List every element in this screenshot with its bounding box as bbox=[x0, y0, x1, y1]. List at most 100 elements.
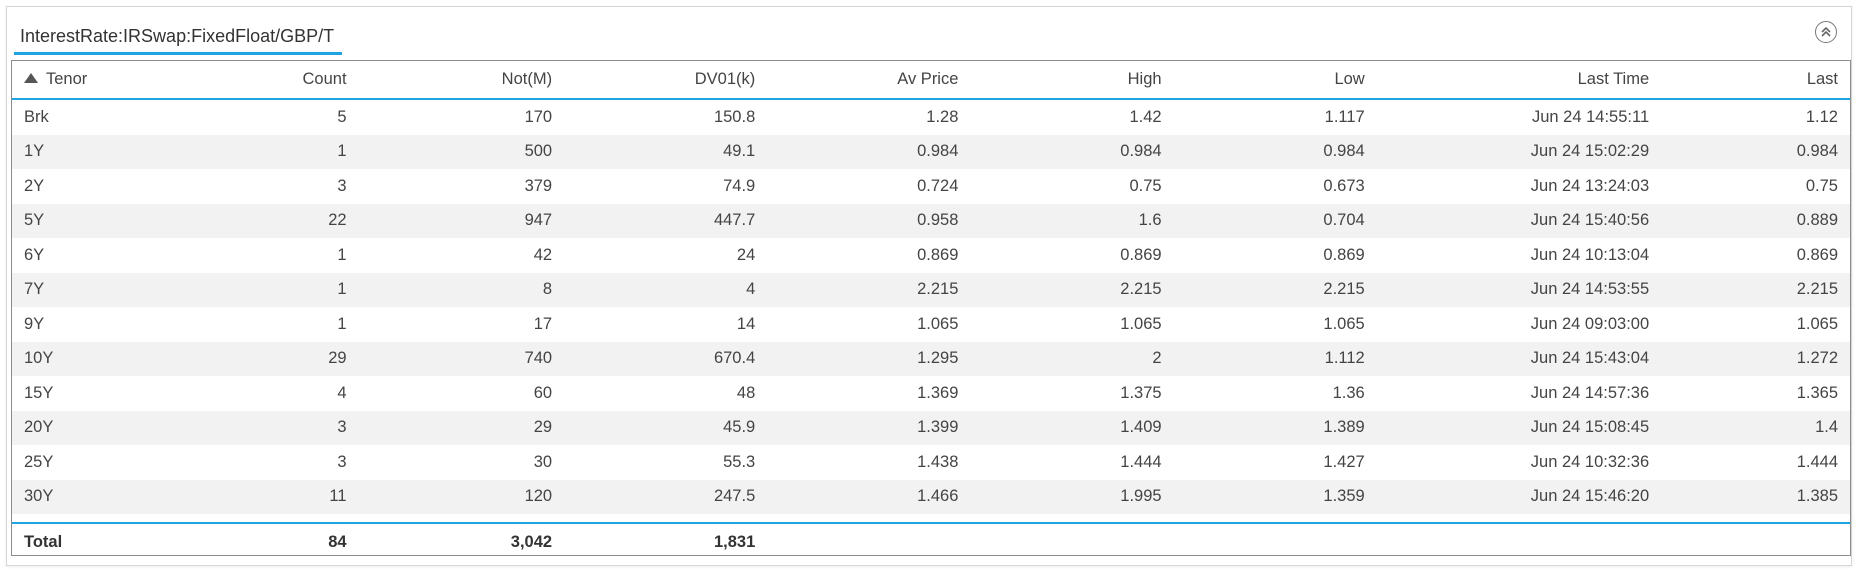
table-cell: 1.272 bbox=[1661, 341, 1850, 376]
table-cell: 2.215 bbox=[767, 272, 971, 307]
table-cell: Jun 24 14:57:36 bbox=[1530, 383, 1650, 402]
table-row[interactable]: Brk 5 170 150.8 1.28 1.42 1.117 Jun 24 14:55:11… bbox=[12, 99, 1850, 135]
column-header-av-price[interactable]: Av Price bbox=[767, 61, 971, 100]
column-header-low[interactable]: Low bbox=[1173, 61, 1377, 100]
table-cell: 1.399 bbox=[767, 410, 971, 445]
table-cell: 1.112 bbox=[1173, 341, 1377, 376]
column-header-high[interactable]: High bbox=[970, 61, 1174, 100]
table-cell: 4 bbox=[564, 272, 768, 307]
table-cell: 74.9 bbox=[723, 176, 756, 195]
table-cell: 2 bbox=[970, 341, 1174, 376]
table-cell: 1 bbox=[337, 245, 347, 264]
table-cell: Jun 24 14:53:55 bbox=[1376, 272, 1662, 307]
table-cell: 0.75 bbox=[1805, 176, 1838, 195]
tenor-grid: Tenor Count Not(M) DV01(k) Av Price High Low La… bbox=[11, 60, 1851, 560]
table-cell: 15Y bbox=[24, 383, 54, 402]
table-cell: 48 bbox=[736, 383, 756, 402]
table-cell: 0.704 bbox=[1173, 203, 1377, 238]
table-row[interactable]: 2Y 3 379 74.9 0.724 0.75 0.673 Jun 24 13:24:03 0… bbox=[12, 169, 1850, 204]
table-cell: 1.466 bbox=[767, 479, 971, 514]
table-cell: 1.065 bbox=[1796, 314, 1838, 333]
table-cell: 947 bbox=[358, 203, 565, 238]
table-cell: 0.869 bbox=[1120, 245, 1162, 264]
table-cell: Jun 24 10:13:04 bbox=[1530, 245, 1650, 264]
table-cell: 170 bbox=[524, 107, 553, 126]
table-cell: 2.215 bbox=[1661, 272, 1850, 307]
spacer-cell bbox=[12, 514, 1850, 523]
column-header-label: Last Time bbox=[1577, 70, 1650, 88]
table-cell: Brk bbox=[24, 107, 49, 126]
table-cell: 0.75 bbox=[1129, 176, 1162, 195]
table-cell: 1.375 bbox=[1120, 383, 1162, 402]
table-cell: 1 bbox=[210, 272, 359, 307]
table-cell: 17 bbox=[533, 314, 553, 333]
total-cell: 3,042 bbox=[358, 522, 565, 560]
column-header-label: High bbox=[1127, 70, 1162, 88]
table-cell: 55.3 bbox=[723, 452, 756, 471]
table-cell: 1.065 bbox=[917, 314, 959, 333]
table-cell: 25Y bbox=[24, 452, 54, 471]
table-cell: 1.42 bbox=[1129, 107, 1162, 126]
collapse-up-icon[interactable] bbox=[1815, 21, 1837, 43]
table-cell: 1.444 bbox=[1120, 452, 1162, 471]
table-row[interactable]: 20Y 3 29 45.9 1.399 1.409 1.389 Jun 24 15:08:45… bbox=[12, 410, 1850, 445]
column-header-tenor[interactable]: Tenor bbox=[12, 61, 211, 100]
table-row[interactable]: 10Y 29 740 670.4 1.295 2 1.112 Jun 24 15:43:04 1… bbox=[12, 341, 1850, 376]
table-cell: 7Y bbox=[12, 272, 211, 307]
table-cell: 3 bbox=[210, 410, 359, 445]
column-header-dv01-k[interactable]: DV01(k) bbox=[564, 61, 768, 100]
table-cell: 670.4 bbox=[564, 341, 768, 376]
table-row[interactable]: 6Y 1 42 24 0.869 0.869 0.869 Jun 24 10:13:04 0.8… bbox=[12, 238, 1850, 273]
table-cell: 2.215 bbox=[1173, 272, 1377, 307]
table-row[interactable]: 30Y 11 120 247.5 1.466 1.995 1.359 Jun 24 15:46… bbox=[12, 479, 1850, 514]
table-cell: 29 bbox=[358, 410, 565, 445]
total-cell bbox=[767, 522, 971, 560]
table-cell: 24 bbox=[736, 245, 756, 264]
table-cell: 1.409 bbox=[970, 410, 1174, 445]
table-cell: 1.369 bbox=[917, 383, 959, 402]
table-cell: 1Y bbox=[12, 134, 211, 169]
table-cell: 0.958 bbox=[767, 203, 971, 238]
panel-tab[interactable]: InterestRate:IRSwap:FixedFloat/GBP/T bbox=[14, 17, 342, 55]
table-cell: Jun 24 14:55:11 bbox=[1532, 107, 1650, 126]
column-header-label: Av Price bbox=[897, 70, 959, 88]
table-header-row: Tenor Count Not(M) DV01(k) Av Price High Low La… bbox=[12, 61, 1850, 100]
table-cell: 10Y bbox=[12, 341, 211, 376]
table-cell: 0.984 bbox=[1173, 134, 1377, 169]
table-cell: 1.365 bbox=[1796, 383, 1838, 402]
table-cell: 20Y bbox=[12, 410, 211, 445]
table-cell: 1.295 bbox=[767, 341, 971, 376]
table-cell: 5 bbox=[337, 107, 347, 126]
table-cell: 0.673 bbox=[1323, 176, 1365, 195]
table-cell: 3 bbox=[337, 176, 347, 195]
table-cell: 8 bbox=[358, 272, 565, 307]
table-cell: 1.4 bbox=[1661, 410, 1850, 445]
table-total-row: Total 84 3,042 1,831 bbox=[12, 522, 1850, 560]
column-header-label: DV01(k) bbox=[694, 70, 756, 88]
table-row[interactable]: 9Y 1 17 14 1.065 1.065 1.065 Jun 24 09:03:00 1.0… bbox=[12, 307, 1850, 342]
table-cell: Jun 24 15:40:56 bbox=[1376, 203, 1662, 238]
total-cell: 1,831 bbox=[564, 522, 768, 560]
column-header-last-time[interactable]: Last Time bbox=[1376, 61, 1662, 100]
column-header-not-m[interactable]: Not(M) bbox=[358, 61, 565, 100]
table-cell: Jun 24 15:43:04 bbox=[1376, 341, 1662, 376]
column-header-count[interactable]: Count bbox=[210, 61, 359, 100]
column-header-label: Tenor bbox=[46, 70, 88, 88]
table-row[interactable]: 5Y 22 947 447.7 0.958 1.6 0.704 Jun 24 15:40:56… bbox=[12, 203, 1850, 238]
table-cell: 11 bbox=[210, 479, 359, 514]
column-header-last[interactable]: Last bbox=[1661, 61, 1850, 100]
total-cell: 84 bbox=[210, 522, 359, 560]
table-row[interactable]: 25Y 3 30 55.3 1.438 1.444 1.427 Jun 24 10:32:36… bbox=[12, 445, 1850, 480]
table-cell: 379 bbox=[524, 176, 553, 195]
table-row[interactable]: 15Y 4 60 48 1.369 1.375 1.36 Jun 24 14:57:36 1.3… bbox=[12, 376, 1850, 411]
table-cell: 0.724 bbox=[917, 176, 959, 195]
table-row[interactable]: 7Y 1 8 4 2.215 2.215 2.215 Jun 24 14:53:55 2.215 bbox=[12, 272, 1850, 307]
table-cell: 740 bbox=[358, 341, 565, 376]
total-label: Total bbox=[12, 522, 211, 560]
table-row[interactable]: 1Y 1 500 49.1 0.984 0.984 0.984 Jun 24 15:02:29… bbox=[12, 134, 1850, 169]
table-cell: Jun 24 13:24:03 bbox=[1530, 176, 1650, 195]
table-cell: 3 bbox=[337, 452, 347, 471]
table-cell: 1.065 bbox=[1120, 314, 1162, 333]
table-cell: 1 bbox=[337, 314, 347, 333]
table-cell: 1.359 bbox=[1173, 479, 1377, 514]
